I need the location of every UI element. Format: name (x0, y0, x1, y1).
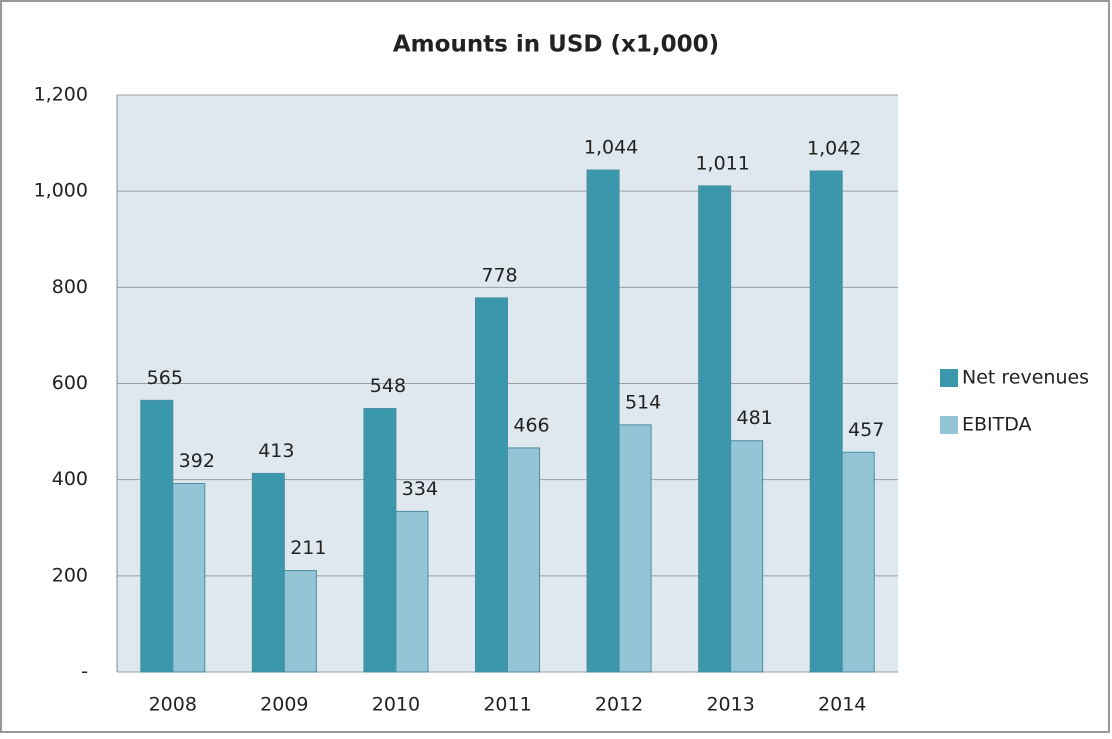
bar (251, 472, 285, 673)
bar (140, 399, 174, 673)
data-label: 211 (290, 537, 326, 559)
legend-swatch (940, 369, 958, 387)
bar (730, 440, 764, 673)
bar (809, 170, 843, 673)
legend-label: EBITDA (962, 414, 1032, 436)
bar (363, 408, 397, 673)
bar (283, 570, 317, 673)
x-tick-label: 2008 (149, 694, 197, 716)
legend-label: Net revenues (962, 367, 1089, 389)
data-label: 548 (370, 375, 406, 397)
data-label: 778 (481, 264, 517, 286)
bar (172, 483, 206, 673)
y-tick-label: 1,200 (34, 84, 88, 106)
y-tick-label: 600 (52, 372, 88, 394)
data-label: 1,011 (695, 152, 749, 174)
y-tick-label: 1,000 (34, 180, 88, 202)
data-label: 514 (625, 391, 661, 413)
data-label: 334 (402, 478, 438, 500)
bar (698, 185, 732, 673)
bar (841, 451, 875, 673)
bar (475, 297, 508, 673)
data-label: 1,044 (584, 137, 638, 159)
data-label: 413 (258, 440, 294, 462)
data-label: 481 (737, 407, 773, 429)
data-label: 466 (513, 414, 549, 436)
bar (586, 169, 620, 673)
data-label: 392 (179, 450, 215, 472)
y-tick-label: - (81, 661, 88, 683)
y-tick-label: 400 (52, 468, 88, 490)
data-label: 1,042 (807, 137, 861, 159)
x-tick-label: 2014 (818, 694, 866, 716)
x-tick-label: 2011 (483, 694, 531, 716)
data-label: 457 (848, 419, 884, 441)
y-tick-label: 800 (52, 276, 88, 298)
y-tick-label: 200 (52, 564, 88, 586)
x-tick-label: 2013 (706, 694, 754, 716)
data-label: 565 (147, 367, 183, 389)
chart-title: Amounts in USD (x1,000) (393, 32, 719, 58)
x-tick-label: 2009 (260, 694, 308, 716)
x-tick-label: 2012 (595, 694, 643, 716)
bar (618, 424, 652, 673)
x-tick-label: 2010 (372, 694, 420, 716)
bar (395, 510, 429, 673)
legend-swatch (940, 416, 958, 434)
bar (507, 447, 540, 673)
